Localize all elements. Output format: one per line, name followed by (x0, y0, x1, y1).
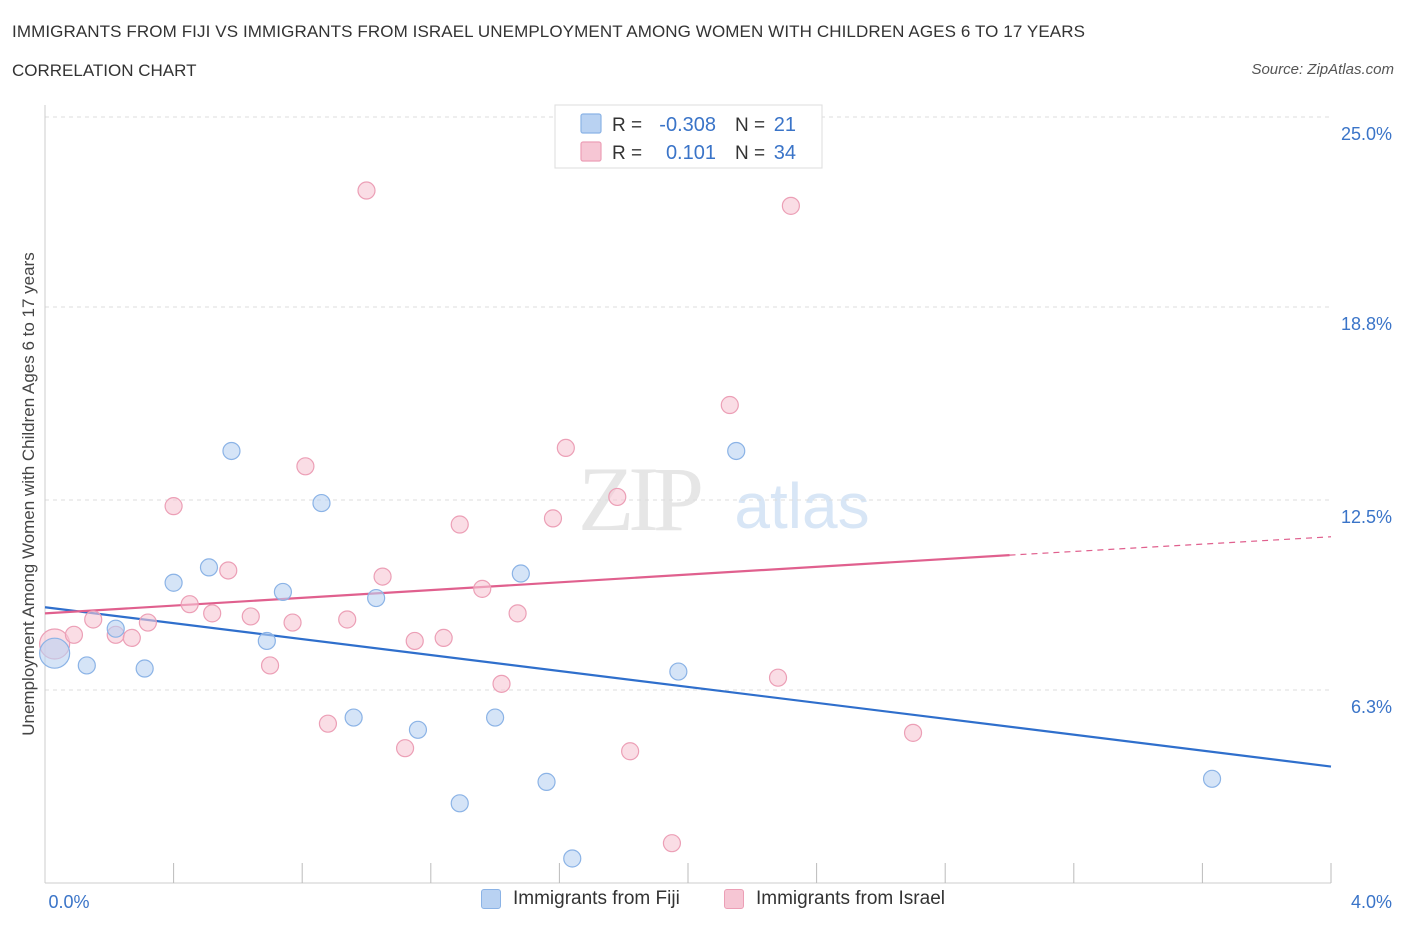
israel-point (138, 613, 157, 632)
israel-legend-swatch (724, 889, 744, 909)
watermark-zip: ZIP (578, 448, 701, 550)
series-legend: Immigrants from Fiji Immigrants from Isr… (0, 888, 1406, 918)
fiji-point (450, 794, 469, 813)
chart-subtitle: CORRELATION CHART (12, 61, 197, 80)
israel-point (357, 181, 376, 200)
fiji-point (273, 582, 293, 602)
israel-point (621, 742, 640, 761)
legend-item-israel[interactable]: Immigrants from Israel (724, 888, 945, 910)
fiji-point (257, 631, 276, 651)
fiji-point (39, 637, 71, 669)
fiji-point (511, 564, 530, 583)
fiji-point (367, 588, 386, 608)
israel-point (434, 628, 453, 647)
y-tick-label: 6.3% (1351, 697, 1392, 717)
chart-title: IMMIGRANTS FROM FIJI VS IMMIGRANTS FROM … (12, 22, 1086, 41)
fiji-point (537, 772, 556, 791)
israel-point (373, 567, 392, 586)
israel-point (781, 196, 800, 215)
israel-point (241, 607, 260, 626)
israel-n-label: N = (735, 143, 765, 164)
fiji-point (77, 656, 96, 675)
fiji-n-value: 21 (774, 114, 796, 136)
israel-r-label: R = (612, 143, 642, 164)
trend-lines (44, 536, 1332, 768)
x-axis-tick-labels: 0.0% 4.0% (48, 892, 1392, 912)
israel-point (492, 674, 511, 693)
israel-point (508, 604, 527, 623)
fiji-r-label: R = (612, 115, 642, 136)
fiji-point (1202, 769, 1222, 788)
fiji-r-value: -0.308 (659, 114, 716, 136)
israel-point (122, 628, 141, 647)
israel-point (164, 497, 183, 516)
israel-point (720, 395, 739, 415)
israel-point (395, 739, 415, 758)
stats-legend: R = -0.308 N = 21 R = 0.101 N = 34 (554, 104, 823, 169)
fiji-legend-label: Immigrants from Fiji (513, 888, 680, 909)
israel-point (338, 610, 357, 629)
israel-trend-line (44, 554, 1010, 615)
israel-point (296, 457, 315, 476)
israel-point (180, 595, 199, 614)
israel-point (556, 438, 575, 458)
fiji-point (106, 619, 125, 638)
israel-point (473, 579, 492, 598)
y-tick-label: 18.8% (1341, 314, 1392, 334)
israel-point (768, 668, 788, 687)
fiji-point (135, 659, 154, 678)
israel-point (903, 723, 923, 742)
israel-legend-label: Immigrants from Israel (756, 888, 945, 909)
fiji-point (727, 441, 746, 461)
fiji-n-label: N = (735, 115, 765, 136)
y-axis-tick-labels: 6.3% 12.5% 18.8% 25.0% (1341, 124, 1392, 717)
y-tick-label: 12.5% (1341, 507, 1392, 527)
israel-r-value: 0.101 (666, 142, 716, 164)
source-credit: Source: ZipAtlas.com (1251, 61, 1394, 78)
fiji-point (669, 662, 688, 681)
israel-point (84, 610, 103, 629)
israel-point (405, 631, 424, 651)
fiji-trend-line (44, 606, 1332, 768)
fiji-point (344, 708, 363, 727)
israel-n-value: 34 (774, 142, 796, 164)
y-axis-label: Unemployment Among Women with Children A… (19, 252, 38, 736)
israel-point (450, 515, 469, 534)
fiji-point (408, 720, 428, 739)
israel-trend-extension (1009, 536, 1332, 556)
fiji-stats-swatch (580, 113, 602, 134)
israel-point (203, 604, 222, 623)
israel-point (662, 834, 682, 853)
y-tick-label: 25.0% (1341, 124, 1392, 144)
israel-point (64, 625, 84, 644)
israel-stats-swatch (580, 141, 602, 162)
legend-item-fiji[interactable]: Immigrants from Fiji (481, 888, 680, 910)
fiji-legend-swatch (481, 889, 501, 909)
x-tick-label: 4.0% (1351, 892, 1392, 912)
fiji-point (312, 493, 331, 513)
fiji-point (486, 708, 505, 727)
gridlines (45, 116, 1331, 691)
fiji-point (222, 441, 241, 461)
data-points (39, 181, 1222, 868)
israel-point (283, 613, 302, 632)
israel-point (260, 656, 280, 675)
fiji-point (563, 849, 582, 868)
watermark-atlas: atlas (734, 470, 869, 542)
watermark: ZIP atlas (578, 448, 870, 550)
israel-point (219, 561, 238, 580)
x-axis-ticks (173, 863, 1332, 883)
israel-point (543, 509, 563, 528)
israel-point (608, 487, 627, 507)
x-tick-label: 0.0% (48, 892, 89, 912)
fiji-point (164, 573, 183, 592)
fiji-point (199, 558, 219, 577)
israel-point (318, 714, 338, 733)
